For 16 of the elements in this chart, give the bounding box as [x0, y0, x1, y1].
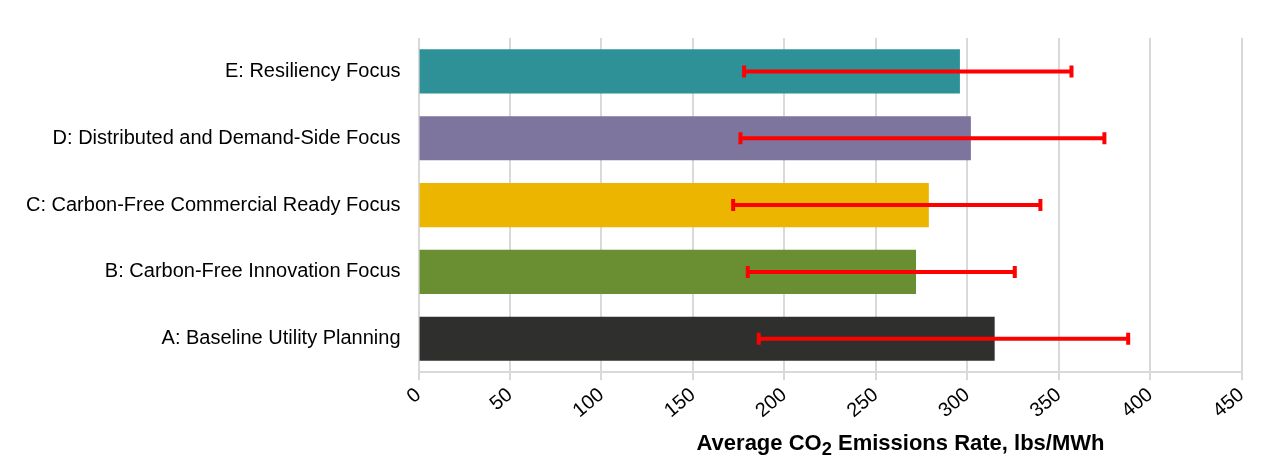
x-tick-label: 400 [1116, 382, 1157, 422]
x-tick-label: 300 [933, 382, 974, 422]
x-tick-label: 150 [659, 382, 700, 422]
x-tick-label: 450 [1208, 382, 1248, 422]
x-tick-label: 0 [402, 382, 425, 407]
x-tick-label: 250 [842, 382, 882, 422]
y-tick-label: D: Distributed and Demand-Side Focus [52, 125, 401, 148]
x-tick-label: 350 [1025, 382, 1065, 422]
y-tick-label: A: Baseline Utility Planning [161, 326, 401, 349]
y-tick-label: B: Carbon-Free Innovation Focus [104, 259, 401, 282]
y-tick-label: E: Resiliency Focus [224, 58, 401, 81]
x-axis-title: Average CO$_{2}$ Emissions Rate, lbs/MWh [696, 430, 1105, 460]
x-tick-label: 100 [567, 382, 608, 422]
y-tick-label: C: Carbon-Free Commercial Ready Focus [26, 192, 401, 215]
x-tick-label: 200 [750, 382, 791, 422]
x-tick-label: 50 [484, 382, 517, 414]
